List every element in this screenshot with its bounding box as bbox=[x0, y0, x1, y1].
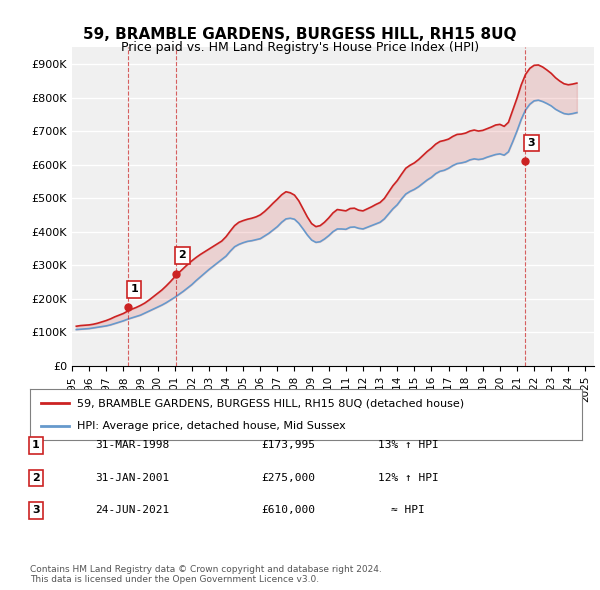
Text: 31-MAR-1998: 31-MAR-1998 bbox=[95, 441, 169, 450]
Text: 59, BRAMBLE GARDENS, BURGESS HILL, RH15 8UQ (detached house): 59, BRAMBLE GARDENS, BURGESS HILL, RH15 … bbox=[77, 398, 464, 408]
Text: 59, BRAMBLE GARDENS, BURGESS HILL, RH15 8UQ: 59, BRAMBLE GARDENS, BURGESS HILL, RH15 … bbox=[83, 27, 517, 41]
Text: 1: 1 bbox=[130, 284, 138, 294]
Text: 12% ↑ HPI: 12% ↑ HPI bbox=[377, 473, 439, 483]
Text: 13% ↑ HPI: 13% ↑ HPI bbox=[377, 441, 439, 450]
Text: HPI: Average price, detached house, Mid Sussex: HPI: Average price, detached house, Mid … bbox=[77, 421, 346, 431]
Text: 1: 1 bbox=[32, 441, 40, 450]
Text: Contains HM Land Registry data © Crown copyright and database right 2024.
This d: Contains HM Land Registry data © Crown c… bbox=[30, 565, 382, 584]
Text: 2: 2 bbox=[179, 251, 187, 260]
Text: 31-JAN-2001: 31-JAN-2001 bbox=[95, 473, 169, 483]
Text: £275,000: £275,000 bbox=[261, 473, 315, 483]
Text: Price paid vs. HM Land Registry's House Price Index (HPI): Price paid vs. HM Land Registry's House … bbox=[121, 41, 479, 54]
Text: ≈ HPI: ≈ HPI bbox=[391, 506, 425, 515]
Text: £173,995: £173,995 bbox=[261, 441, 315, 450]
Text: £610,000: £610,000 bbox=[261, 506, 315, 515]
Text: 2: 2 bbox=[32, 473, 40, 483]
Text: 3: 3 bbox=[32, 506, 40, 515]
Text: 24-JUN-2021: 24-JUN-2021 bbox=[95, 506, 169, 515]
Text: 3: 3 bbox=[528, 138, 535, 148]
